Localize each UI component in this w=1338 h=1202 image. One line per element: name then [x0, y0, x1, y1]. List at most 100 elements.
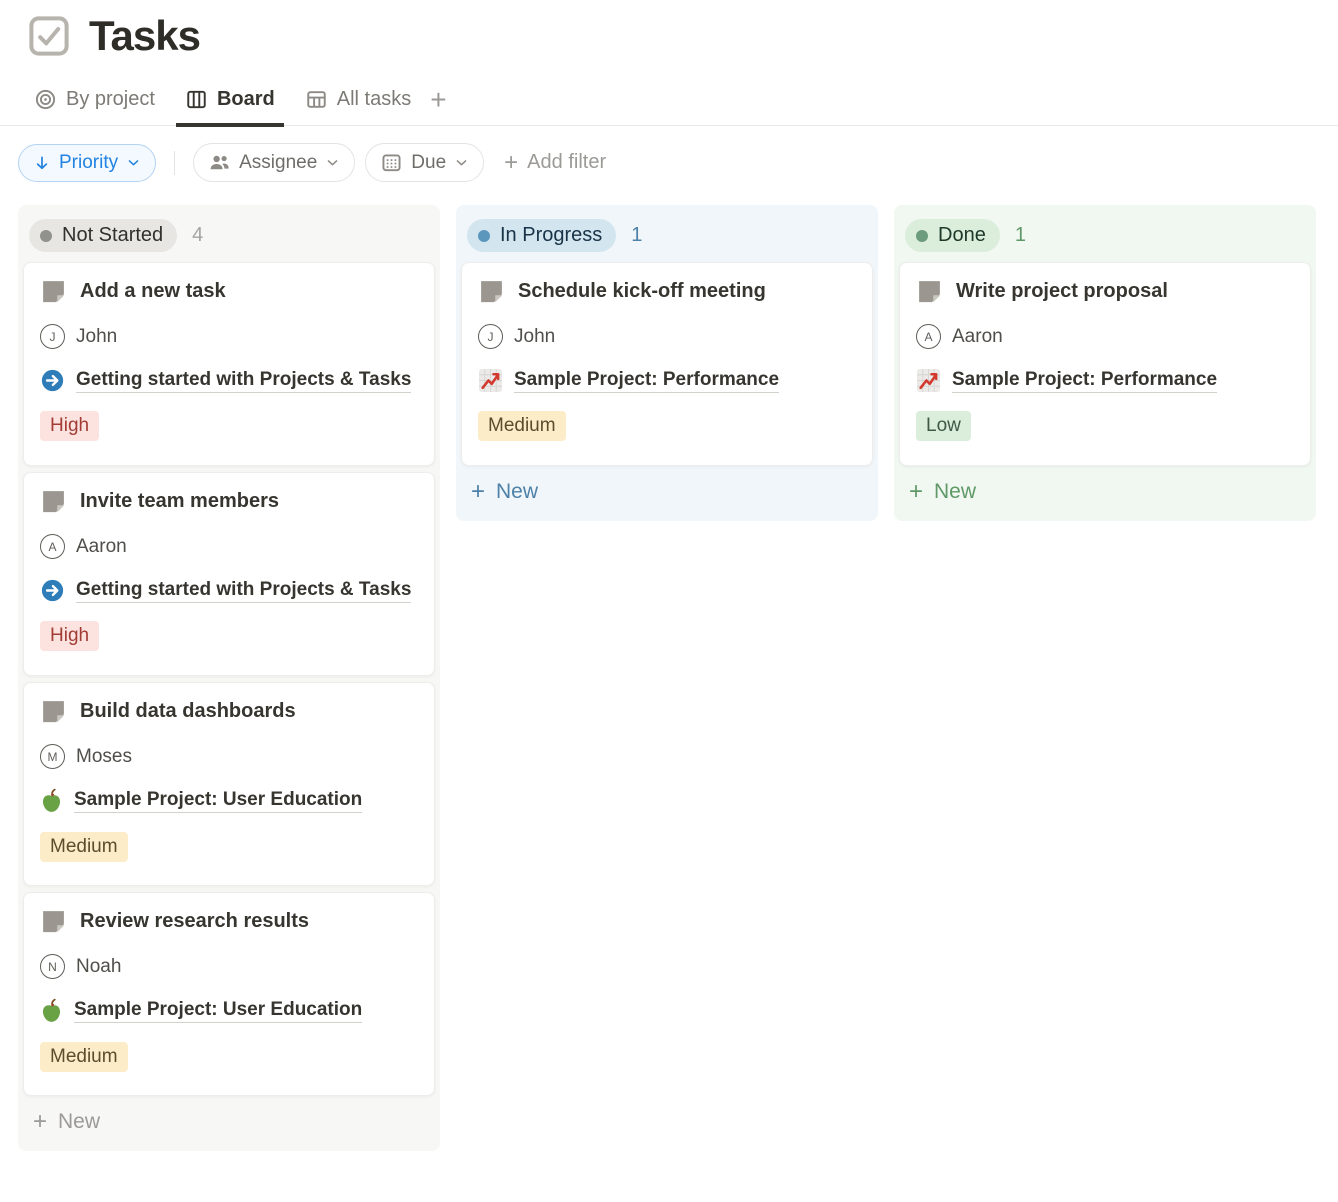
task-title: Write project proposal [956, 280, 1168, 302]
priority-badge: High [40, 411, 100, 441]
page-header: Tasks [0, 0, 1338, 60]
priority-badge: Medium [40, 1042, 128, 1072]
page-icon [40, 278, 67, 305]
due-filter-button[interactable]: Due [365, 143, 485, 182]
task-card[interactable]: Invite team members A Aaron Getting star… [23, 472, 435, 676]
task-title: Build data dashboards [80, 700, 296, 722]
assignee-name: Moses [76, 745, 132, 767]
tab-label: Board [216, 88, 275, 110]
status-dot-icon [40, 229, 52, 242]
project-link[interactable]: Sample Project: User Education [74, 789, 363, 813]
tab-board[interactable]: Board [175, 84, 284, 127]
new-task-button[interactable]: + New [23, 1099, 110, 1146]
status-badge[interactable]: Done [905, 219, 1000, 252]
page-icon [478, 278, 505, 305]
task-card[interactable]: Add a new task J John Getting started wi… [23, 262, 435, 466]
project-link[interactable]: Sample Project: Performance [514, 369, 780, 393]
due-filter-label: Due [411, 151, 447, 173]
assignee-name: John [76, 325, 118, 347]
assignee-filter-label: Assignee [239, 151, 318, 173]
project-link[interactable]: Getting started with Projects & Tasks [76, 579, 412, 603]
column-count: 1 [1014, 224, 1026, 246]
avatar: A [40, 534, 65, 559]
task-card[interactable]: Review research results N Noah Sample Pr… [23, 892, 435, 1096]
page-icon [40, 698, 67, 725]
status-badge[interactable]: Not Started [29, 219, 178, 252]
task-card[interactable]: Schedule kick-off meeting J John Sample … [461, 262, 873, 466]
assignee-name: John [514, 325, 556, 347]
project-row: Getting started with Projects & Tasks [40, 578, 418, 603]
card-title-row: Schedule kick-off meeting [478, 278, 856, 305]
column-header: Not Started 4 [23, 210, 435, 262]
new-task-label: New [934, 480, 977, 503]
project-row: Sample Project: Performance [478, 368, 856, 393]
project-link[interactable]: Sample Project: User Education [74, 999, 363, 1023]
plus-icon: + [909, 478, 924, 505]
new-task-button[interactable]: + New [899, 469, 986, 516]
add-filter-button[interactable]: + Add filter [494, 145, 616, 181]
view-tabs: By project Board All tasks [0, 84, 1338, 127]
project-link[interactable]: Sample Project: Performance [952, 369, 1218, 393]
assignee-row: J John [40, 324, 418, 349]
column-count: 1 [631, 224, 643, 246]
assignee-row: J John [478, 324, 856, 349]
target-icon [34, 88, 57, 111]
plus-icon: + [33, 1108, 48, 1135]
assignee-name: Aaron [952, 325, 1003, 347]
checkbox-icon [25, 12, 73, 60]
avatar: N [40, 954, 65, 979]
card-title-row: Build data dashboards [40, 698, 418, 725]
avatar: M [40, 744, 65, 769]
priority-badge: High [40, 621, 100, 651]
task-card[interactable]: Write project proposal A Aaron Sample Pr… [899, 262, 1311, 466]
arrow-down-icon [33, 154, 51, 172]
assignee-row: A Aaron [40, 534, 418, 559]
priority-sort-button[interactable]: Priority [18, 143, 157, 182]
page-icon [40, 488, 67, 515]
column-count: 4 [192, 224, 204, 246]
chevron-down-icon [325, 155, 340, 170]
board-column-done: Done 1 Write project proposal A Aaron Sa… [894, 205, 1316, 521]
task-card[interactable]: Build data dashboards M Moses Sample Pro… [23, 682, 435, 886]
board-column-in-progress: In Progress 1 Schedule kick-off meeting … [456, 205, 878, 521]
assignee-filter-button[interactable]: Assignee [193, 143, 356, 182]
calendar-icon [380, 151, 403, 174]
status-dot-icon [478, 229, 490, 242]
status-label: Not Started [62, 224, 164, 246]
board-icon [185, 88, 208, 111]
tab-all-tasks[interactable]: All tasks [296, 84, 420, 127]
project-row: Sample Project: User Education [40, 998, 418, 1024]
project-row: Getting started with Projects & Tasks [40, 368, 418, 393]
task-title: Schedule kick-off meeting [518, 280, 766, 302]
arrow-circle-icon [40, 578, 65, 603]
page-icon [40, 908, 67, 935]
task-title: Review research results [80, 910, 310, 932]
assignee-row: M Moses [40, 744, 418, 769]
card-title-row: Invite team members [40, 488, 418, 515]
chart-icon [916, 368, 941, 393]
project-link[interactable]: Getting started with Projects & Tasks [76, 369, 412, 393]
card-list: Schedule kick-off meeting J John Sample … [461, 262, 873, 466]
project-row: Sample Project: User Education [40, 788, 418, 814]
priority-row: High [40, 621, 418, 651]
tab-by-project[interactable]: By project [25, 84, 164, 127]
tab-label: By project [66, 88, 155, 110]
priority-sort-label: Priority [59, 151, 119, 173]
new-task-label: New [58, 1110, 101, 1133]
filter-divider [174, 150, 176, 175]
avatar: J [478, 324, 503, 349]
table-icon [305, 88, 328, 111]
priority-row: Medium [40, 1042, 418, 1072]
task-title: Add a new task [80, 280, 226, 302]
priority-row: Medium [40, 832, 418, 862]
filter-bar: Priority Assignee [0, 126, 1338, 197]
assignee-row: A Aaron [916, 324, 1294, 349]
status-badge[interactable]: In Progress [467, 219, 617, 252]
new-task-label: New [496, 480, 539, 503]
tab-label: All tasks [336, 88, 412, 110]
chevron-down-icon [126, 155, 141, 170]
add-view-button[interactable]: + [420, 85, 456, 124]
priority-row: High [40, 411, 418, 441]
status-label: Done [938, 224, 986, 246]
new-task-button[interactable]: + New [461, 469, 548, 516]
